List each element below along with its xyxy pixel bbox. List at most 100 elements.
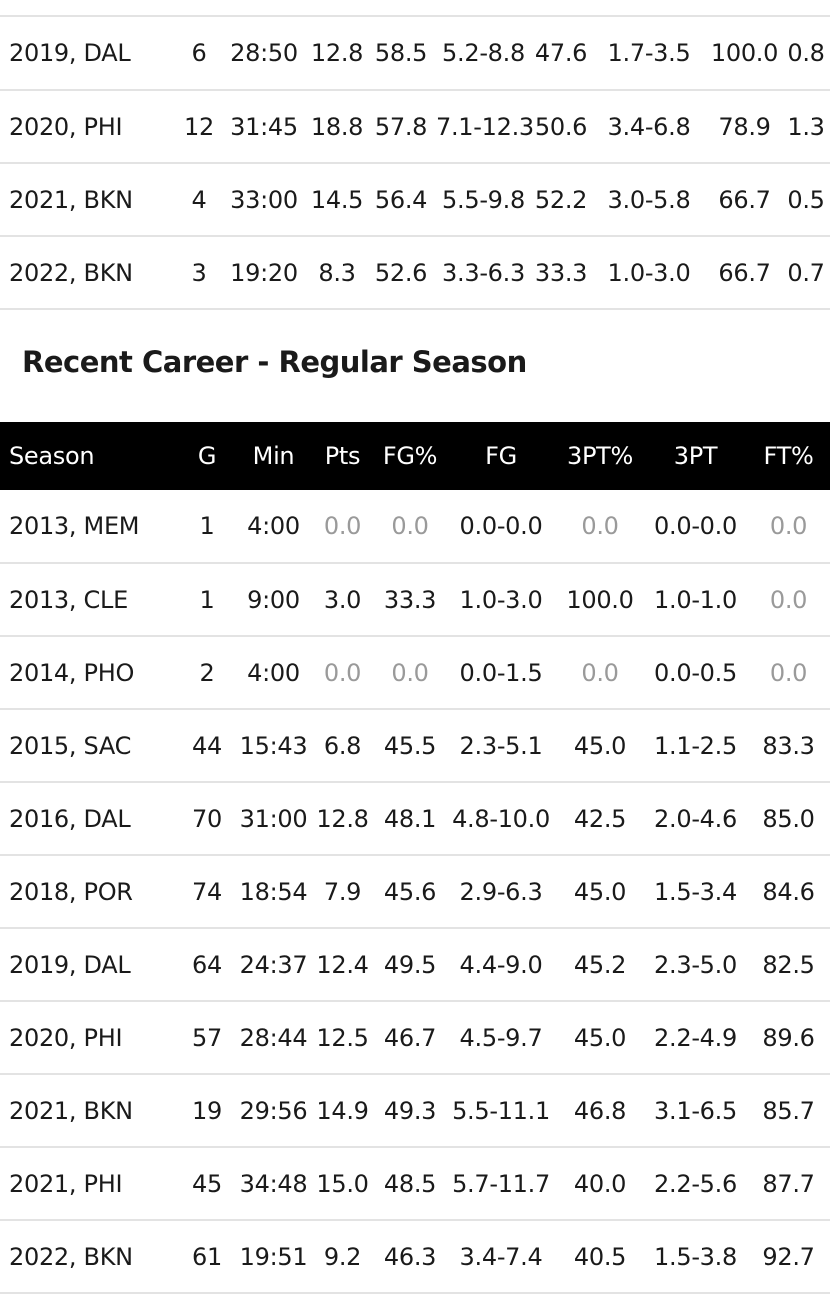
- stat-cell: 57: [178, 1001, 236, 1075]
- stat-cell: 6: [178, 17, 220, 91]
- stat-cell: 18.8: [308, 90, 366, 164]
- playoffs-table-body: 2019, DAL 6 28:50 12.8 58.5 5.2-8.8 47.6 1.7-3.…: [0, 17, 830, 310]
- season-cell: 2022, BKN: [0, 236, 178, 310]
- stat-cell: 45: [178, 1147, 236, 1221]
- stat-cell: 57.8: [366, 90, 436, 164]
- stat-cell: 40.5: [556, 1220, 644, 1294]
- stat-cell: 5.7-11.7: [446, 1147, 556, 1221]
- table-row: 2021, PHI 45 34:48 15.0 48.5 5.7-11.7 40.0 2.2-…: [0, 1147, 830, 1221]
- stat-cell: 12.8: [311, 782, 374, 856]
- table-row: 2015, SAC 44 15:43 6.8 45.5 2.3-5.1 45.0 1.1-2.…: [0, 709, 830, 783]
- stat-cell: 5.5-9.8: [436, 163, 531, 237]
- season-cell: 2015, SAC: [0, 709, 178, 783]
- stat-cell: 28:50: [220, 17, 308, 91]
- stat-cell: 12.5: [311, 1001, 374, 1075]
- stat-cell: 7.1-12.3: [436, 90, 534, 164]
- stat-cell: 8.3: [308, 236, 366, 310]
- stat-cell: 0.5: [782, 163, 830, 237]
- section-title: Recent Career - Regular Season: [22, 345, 527, 379]
- stat-cell: 1.1-2.5: [644, 709, 747, 783]
- stat-cell: 0.0: [374, 636, 446, 710]
- table-row: 2022, BKN 61 19:51 9.2 46.3 3.4-7.4 40.5 1.5-3.…: [0, 1220, 830, 1294]
- table-row: 2016, DAL 70 31:00 12.8 48.1 4.8-10.0 42.5 2.0-…: [0, 782, 830, 856]
- stat-cell: 40.0: [556, 1147, 644, 1221]
- stat-cell: 3.3-6.3: [436, 236, 531, 310]
- stat-cell: 19: [178, 1074, 236, 1148]
- table-row: 2014, PHO 2 4:00 0.0 0.0 0.0-1.5 0.0 0.0-0.5 0.0: [0, 636, 830, 710]
- playoffs-stats-table: 2019, DAL 6 28:50 12.8 58.5 5.2-8.8 47.6 1.7-3.…: [0, 17, 830, 310]
- season-cell: 2014, PHO: [0, 636, 178, 710]
- column-header: Pts: [324, 442, 361, 470]
- stat-cell: 12.4: [311, 928, 374, 1002]
- table-row: 2020, PHI 12 31:45 18.8 57.8 7.1-12.3 50.6 3.4-…: [0, 90, 830, 164]
- stat-cell: 46.3: [374, 1220, 446, 1294]
- stat-cell: 9:00: [236, 563, 311, 637]
- stat-cell: 14.9: [311, 1074, 374, 1148]
- stat-cell: 46.8: [556, 1074, 644, 1148]
- stat-cell: 49.5: [374, 928, 446, 1002]
- stat-cell: 0.0-0.5: [644, 636, 747, 710]
- stat-cell: 82.5: [747, 928, 830, 1002]
- column-header: 3PT: [673, 442, 718, 470]
- stat-cell: 89.6: [747, 1001, 830, 1075]
- stat-cell: 45.0: [556, 855, 644, 929]
- stat-cell: 0.0: [311, 636, 374, 710]
- stat-cell: 3: [178, 236, 220, 310]
- season-cell: 2022, BKN: [0, 1220, 178, 1294]
- stat-cell: 0.0-0.0: [446, 490, 556, 564]
- stat-cell: 31:00: [236, 782, 311, 856]
- column-header: Min: [252, 442, 295, 470]
- stat-cell: 1.3: [782, 90, 830, 164]
- stat-cell: 33.3: [374, 563, 446, 637]
- stat-cell: 2.3-5.1: [446, 709, 556, 783]
- stat-cell: 44: [178, 709, 236, 783]
- stat-cell: 3.0: [311, 563, 374, 637]
- stat-cell: 48.5: [374, 1147, 446, 1221]
- stat-cell: 100.0: [556, 563, 644, 637]
- stat-cell: 45.5: [374, 709, 446, 783]
- stat-cell: 50.6: [531, 90, 591, 164]
- stat-cell: 66.7: [707, 236, 782, 310]
- stat-cell: 0.0-1.5: [446, 636, 556, 710]
- column-header: FG%: [382, 442, 438, 470]
- season-cell: 2021, BKN: [0, 1074, 178, 1148]
- stat-cell: 85.0: [747, 782, 830, 856]
- stat-cell: 1: [178, 490, 236, 564]
- regular-season-table-header: Season G Min Pts FG% FG 3PT% 3PT FT%: [0, 422, 830, 490]
- stat-cell: 1.0-3.0: [591, 236, 707, 310]
- season-cell: 2013, CLE: [0, 563, 178, 637]
- stat-cell: 1.7-3.5: [591, 17, 707, 91]
- column-header: G: [197, 442, 217, 470]
- stat-cell: 29:56: [236, 1074, 311, 1148]
- stat-cell: 83.3: [747, 709, 830, 783]
- header-row: Season G Min Pts FG% FG 3PT% 3PT FT%: [0, 422, 830, 490]
- stat-cell: 2.0-4.6: [644, 782, 747, 856]
- stat-cell: 24:37: [236, 928, 311, 1002]
- stat-cell: 58.5: [366, 17, 436, 91]
- season-cell: 2019, DAL: [0, 928, 178, 1002]
- stat-cell: 4:00: [236, 636, 311, 710]
- season-cell: 2019, DAL: [0, 17, 178, 91]
- stat-cell: 7.9: [311, 855, 374, 929]
- stat-cell: 4: [178, 163, 220, 237]
- stat-cell: 0.0: [747, 636, 830, 710]
- stat-cell: 1.0-1.0: [644, 563, 747, 637]
- stat-cell: 4.4-9.0: [446, 928, 556, 1002]
- stat-cell: 1.0-3.0: [446, 563, 556, 637]
- stat-cell: 2.2-5.6: [644, 1147, 747, 1221]
- stat-cell: 74: [178, 855, 236, 929]
- stat-cell: 2.2-4.9: [644, 1001, 747, 1075]
- stat-cell: 3.1-6.5: [644, 1074, 747, 1148]
- season-cell: 2020, PHI: [0, 90, 178, 164]
- table-row: 2021, BKN 4 33:00 14.5 56.4 5.5-9.8 52.2 3.0-5.…: [0, 163, 830, 237]
- stat-cell: 48.1: [374, 782, 446, 856]
- stat-cell: 3.4-6.8: [591, 90, 707, 164]
- stat-cell: 3.0-5.8: [591, 163, 707, 237]
- stat-cell: 33.3: [531, 236, 591, 310]
- stat-cell: 4.8-10.0: [446, 782, 556, 856]
- stat-cell: 66.7: [707, 163, 782, 237]
- column-header: FG: [485, 442, 517, 470]
- season-cell: 2021, BKN: [0, 163, 178, 237]
- stat-cell: 12.8: [308, 17, 366, 91]
- table-row: 2018, POR 74 18:54 7.9 45.6 2.9-6.3 45.0 1.5-3.…: [0, 855, 830, 929]
